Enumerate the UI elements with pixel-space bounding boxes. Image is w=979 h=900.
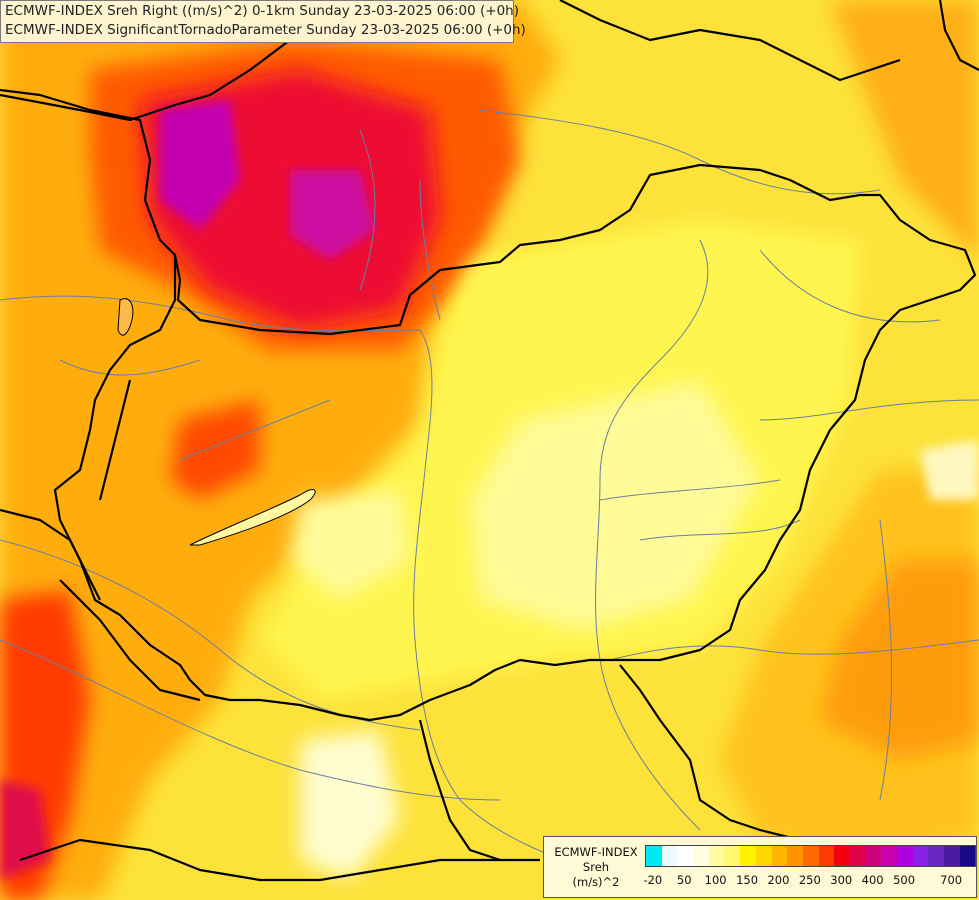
- river-vah: [359, 129, 376, 291]
- legend-tick-3: 150: [736, 873, 759, 887]
- border-hungary: [53, 163, 977, 722]
- river-tisza: [595, 239, 709, 831]
- legend-swatch-19: [944, 846, 960, 866]
- legend-title: ECMWF-INDEX Sreh (m/s)^2: [548, 845, 644, 890]
- color-legend: ECMWF-INDEX Sreh (m/s)^2 -20 50 100 150 200 2…: [543, 836, 977, 898]
- legend-tick-labels: -20 50 100 150 200 250 300 400 500 700: [643, 873, 975, 889]
- field-paleyellow-central: [470, 380, 760, 630]
- border-slovakia-poland: [559, 0, 901, 82]
- legend-tick-1: 50: [676, 873, 692, 887]
- legend-tick-6: 300: [830, 873, 853, 887]
- legend-swatch-11: [818, 846, 835, 866]
- river-olt: [879, 519, 893, 801]
- legend-tick-9: 700: [940, 873, 963, 887]
- legend-variable: Sreh: [582, 860, 610, 874]
- legend-tick-8: 500: [893, 873, 916, 887]
- field-magenta-north-2: [290, 170, 375, 260]
- field-paleyellow-east: [920, 440, 979, 500]
- map-title-box: ECMWF-INDEX Sreh Right ((m/s)^2) 0-1km S…: [0, 0, 526, 43]
- border-bosnia-south: [19, 838, 500, 882]
- river-west: [59, 359, 201, 376]
- legend-swatch-7: [755, 846, 772, 866]
- border-austria-slovenia: [0, 508, 101, 601]
- border-croatia-bosnia: [59, 579, 201, 702]
- river-maros2: [599, 479, 781, 501]
- legend-swatch-16: [897, 846, 913, 866]
- legend-swatch-17: [912, 846, 929, 866]
- river-sava: [0, 639, 501, 801]
- field-paleyellow-west: [290, 490, 410, 600]
- legend-tick-7: 400: [861, 873, 884, 887]
- legend-source: ECMWF-INDEX: [554, 845, 638, 859]
- legend-swatch-2: [677, 846, 694, 866]
- legend-swatch-10: [802, 846, 819, 866]
- title-line-sreh: ECMWF-INDEX Sreh Right ((m/s)^2) 0-1km S…: [5, 3, 519, 19]
- border-ukraine: [938, 0, 979, 71]
- rivers: [0, 109, 979, 881]
- legend-swatch-15: [881, 846, 897, 866]
- field-orange-southeast-core: [820, 560, 979, 760]
- field-magenta-north: [160, 100, 240, 230]
- river-somes: [759, 399, 979, 421]
- border-west-inner: [98, 379, 132, 501]
- river-east: [759, 249, 941, 323]
- river-danube: [0, 295, 621, 881]
- lake-neusiedl: [117, 298, 134, 336]
- legend-swatch-1: [661, 846, 678, 866]
- legend-swatch-0: [646, 846, 662, 866]
- legend-swatch-12: [834, 846, 850, 866]
- legend-swatch-8: [771, 846, 788, 866]
- legend-tick-0: -20: [643, 873, 663, 887]
- legend-swatch-13: [849, 846, 866, 866]
- field-red-west: [170, 400, 260, 500]
- lake-balaton: [189, 489, 316, 546]
- legend-swatch-9: [787, 846, 803, 866]
- legend-swatch-20: [959, 846, 976, 866]
- legend-tick-4: 200: [767, 873, 790, 887]
- river-raba: [179, 399, 331, 461]
- legend-color-bar: [645, 845, 977, 867]
- legend-tick-2: 100: [704, 873, 727, 887]
- legend-tick-5: 250: [798, 873, 821, 887]
- field-orange-east: [830, 0, 979, 260]
- legend-swatch-5: [724, 846, 741, 866]
- legend-swatch-3: [693, 846, 709, 866]
- legend-swatch-4: [708, 846, 725, 866]
- title-line-stp: ECMWF-INDEX SignificantTornadoParameter …: [5, 22, 526, 38]
- border-austria-czech: [0, 88, 176, 256]
- river-kris: [639, 519, 801, 541]
- legend-unit: (m/s)^2: [572, 875, 620, 889]
- river-mures: [609, 639, 979, 661]
- field-paleyellow-south: [300, 730, 400, 880]
- legend-swatch-18: [928, 846, 945, 866]
- legend-swatch-6: [740, 846, 756, 866]
- river-north: [479, 109, 881, 195]
- river-hron: [419, 179, 441, 321]
- legend-swatch-14: [865, 846, 882, 866]
